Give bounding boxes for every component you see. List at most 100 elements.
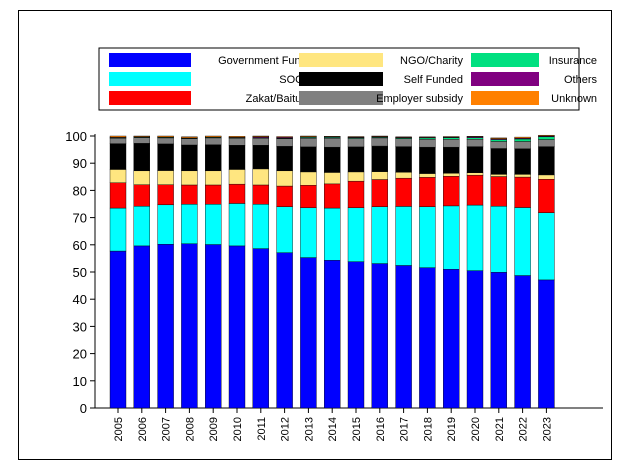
y-tick-label: 90: [73, 156, 87, 171]
bar-segment-ngo-charity-2012: [276, 170, 293, 187]
y-tick-label: 70: [73, 211, 87, 226]
bar-segment-socso-2015: [347, 207, 365, 262]
bar-segment-ngo-charity-2020: [466, 172, 484, 176]
bar-segment-employer-subsidy-2007: [157, 137, 174, 145]
bar-stack-2014: [324, 136, 341, 409]
bar-segment-insurance-2018: [419, 137, 436, 140]
bar-segment-zakat-baitumal-2019: [443, 176, 460, 207]
bar-segment-unknown-2010: [228, 136, 246, 138]
bar-segment-government-funded-2018: [419, 267, 436, 409]
bar-segment-zakat-baitumal-2016: [371, 179, 388, 207]
bar-segment-socso-2008: [181, 204, 198, 244]
bar-segment-self-funded-2016: [371, 145, 388, 172]
bar-segment-unknown-2020: [466, 136, 484, 138]
x-tick-label: 2005: [113, 417, 125, 441]
bar-segment-ngo-charity-2017: [395, 171, 412, 179]
bar-segment-zakat-baitumal-2015: [347, 180, 365, 209]
bar-segment-government-funded-2006: [133, 245, 151, 409]
bar-segment-socso-2014: [324, 207, 341, 261]
bar-segment-unknown-2005: [109, 135, 127, 138]
bar-segment-ngo-charity-2019: [443, 173, 460, 177]
bar-segment-ngo-charity-2021: [490, 174, 507, 177]
bar-segment-zakat-baitumal-2008: [181, 184, 198, 205]
bar-segment-government-funded-2008: [181, 243, 198, 409]
bar-stack-2017: [395, 136, 412, 409]
bar-segment-socso-2022: [514, 207, 531, 276]
bar-segment-government-funded-2019: [443, 269, 460, 409]
x-tick-label: 2008: [184, 417, 196, 441]
bar-segment-employer-subsidy-2023: [538, 139, 555, 147]
bar-segment-ngo-charity-2008: [181, 170, 198, 186]
legend-entry-employer-subsidy: Employer subsidy: [299, 91, 463, 105]
bar-segment-socso-2007: [157, 204, 174, 245]
bar-segment-ngo-charity-2016: [371, 171, 388, 180]
bar-segment-ngo-charity-2018: [419, 173, 436, 178]
bar-segment-employer-subsidy-2021: [490, 141, 507, 149]
bar-segment-socso-2018: [419, 206, 436, 268]
bar-segment-government-funded-2005: [109, 250, 127, 409]
x-tick-label: 2007: [161, 417, 173, 441]
y-tick-label: 40: [73, 292, 87, 307]
bar-segment-zakat-baitumal-2022: [514, 176, 531, 208]
bar-segment-socso-2009: [204, 204, 222, 245]
bar-segment-ngo-charity-2023: [538, 174, 555, 180]
bar-segment-employer-subsidy-2016: [371, 137, 388, 147]
bar-segment-zakat-baitumal-2006: [133, 184, 151, 207]
bar-segment-government-funded-2021: [490, 272, 507, 409]
bar-segment-self-funded-2020: [466, 146, 484, 173]
x-tick-label: 2019: [446, 417, 458, 441]
bar-stack-2015: [347, 136, 365, 409]
bar-segment-self-funded-2014: [324, 146, 341, 173]
bar-segment-unknown-2012: [276, 136, 293, 138]
bar-segment-self-funded-2022: [514, 148, 531, 175]
plot-area: 0 10 20 30 40 50 60 70 80 90 100 2005 2006 2007 2008 20…: [65, 129, 603, 441]
bar-segment-unknown-2022: [514, 136, 531, 139]
bar-segment-employer-subsidy-2020: [466, 139, 484, 147]
legend-swatch-government-funded: [109, 53, 191, 67]
bar-segment-ngo-charity-2022: [514, 174, 531, 178]
bar-segment-employer-subsidy-2009: [204, 137, 222, 145]
bar-segment-ngo-charity-2011: [252, 168, 270, 186]
bar-stack-2023: [538, 134, 555, 409]
bar-stack-2016: [371, 135, 388, 409]
bar-segment-socso-2019: [443, 205, 460, 270]
y-tick-label: 10: [73, 374, 87, 389]
bar-segment-zakat-baitumal-2021: [490, 176, 507, 207]
bar-segment-insurance-2019: [443, 137, 460, 140]
bar-segment-self-funded-2018: [419, 146, 436, 174]
bar-segment-self-funded-2007: [157, 143, 174, 171]
bar-segment-employer-subsidy-2005: [109, 137, 127, 144]
legend-swatch-unknown: [471, 91, 539, 105]
bar-segment-zakat-baitumal-2020: [466, 174, 484, 206]
bar-stack-2011: [252, 135, 270, 409]
bar-segment-zakat-baitumal-2023: [538, 179, 555, 213]
bar-segment-employer-subsidy-2006: [133, 137, 151, 144]
bar-segment-government-funded-2016: [371, 263, 388, 409]
bar-segment-insurance-2022: [514, 138, 531, 142]
bar-stack-2019: [443, 136, 460, 409]
bar-segment-insurance-2023: [538, 136, 555, 140]
x-tick-label: 2012: [280, 417, 292, 441]
bar-segment-employer-subsidy-2008: [181, 138, 198, 146]
bar-segment-self-funded-2015: [347, 146, 365, 173]
bar-stack-2009: [204, 135, 222, 409]
bar-segment-self-funded-2011: [252, 145, 270, 170]
legend-swatch-employer-subsidy: [299, 91, 383, 105]
bar-segment-ngo-charity-2013: [300, 171, 317, 186]
bar-segment-zakat-baitumal-2017: [395, 177, 412, 207]
bar-segment-zakat-baitumal-2012: [276, 185, 293, 207]
bar-segment-government-funded-2022: [514, 275, 531, 409]
bar-segment-unknown-2017: [395, 136, 412, 138]
legend-label-employer-subsidy: Employer subsidy: [376, 93, 463, 105]
bar-segment-unknown-2021: [490, 137, 507, 139]
y-tick-label: 80: [73, 183, 87, 198]
bar-segment-socso-2006: [133, 205, 151, 247]
bar-segment-ngo-charity-2010: [228, 169, 246, 185]
bar-segment-government-funded-2007: [157, 244, 174, 409]
x-tick-label: 2015: [351, 417, 363, 441]
bar-segment-socso-2023: [538, 212, 555, 281]
bar-segment-employer-subsidy-2017: [395, 138, 412, 147]
x-tick-label: 2018: [422, 417, 434, 441]
bar-segment-ngo-charity-2005: [109, 169, 127, 183]
bar-segment-unknown-2019: [443, 136, 460, 138]
